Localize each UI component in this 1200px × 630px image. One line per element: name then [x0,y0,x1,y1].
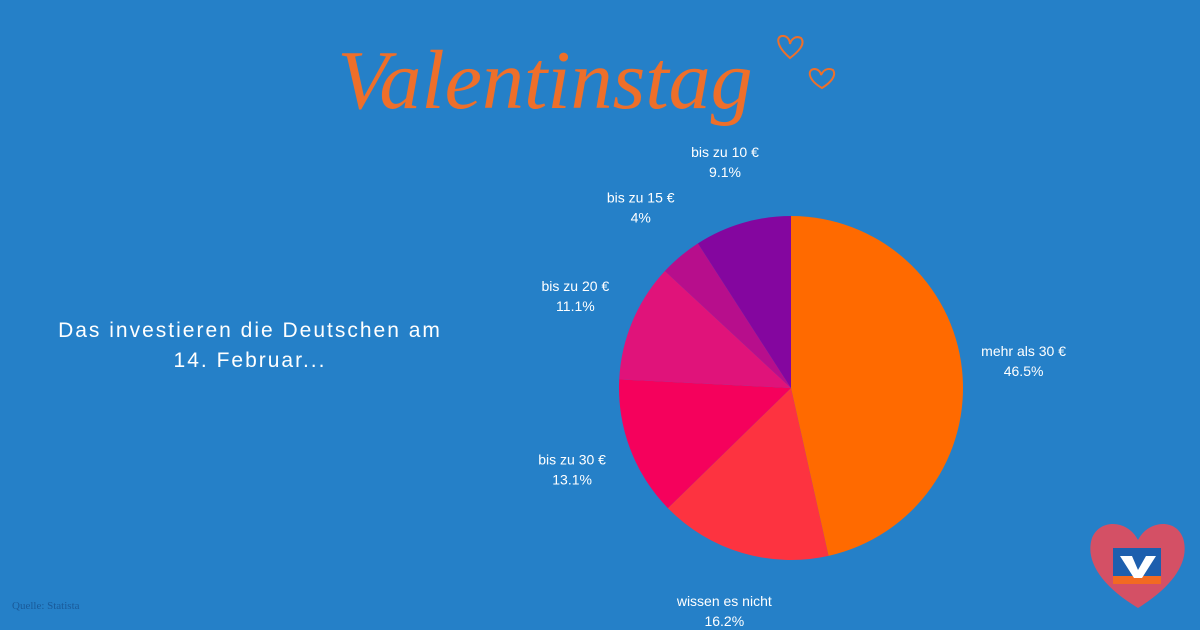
pie-slice [619,379,791,509]
pie-slice [667,388,829,560]
value-label: 16.2% [704,613,744,629]
value-label: 4% [631,209,651,225]
slice-label: mehr als 30 € [981,343,1066,359]
value-label: 9.1% [709,164,741,180]
slice-label: wissen es nicht [676,593,772,609]
source-note: Quelle: Statista [12,600,80,612]
value-label: 11.1% [556,298,595,314]
slice-label: bis zu 10 € [691,144,759,160]
chart-subtitle: Das investieren die Deutschen am 14. Feb… [58,319,442,372]
heart-decoration [777,34,836,90]
slice-label: bis zu 30 € [538,451,606,467]
value-label: 13.1% [552,471,592,487]
chart-title: Valentinstag [337,34,752,127]
slice-label: bis zu 20 € [542,278,610,294]
pie-slice [697,216,791,388]
value-label: 46.5% [1004,363,1044,379]
slice-label: bis zu 15 € [607,189,675,205]
logo [1090,523,1185,608]
pie-slice [619,271,791,388]
pie-slice [664,243,791,388]
pie-slice [791,216,963,556]
